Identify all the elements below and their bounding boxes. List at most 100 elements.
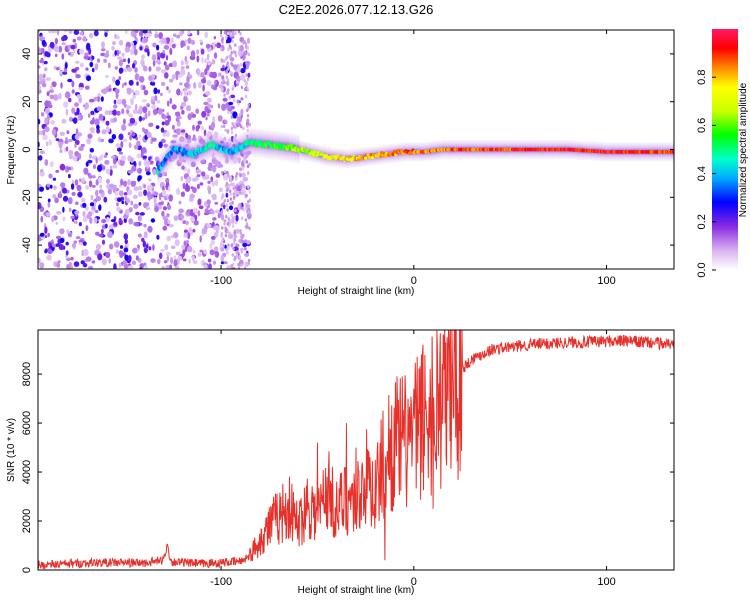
noise-blob xyxy=(38,130,43,135)
noise-blob xyxy=(47,202,51,208)
noise-blob xyxy=(77,114,81,121)
noise-blob xyxy=(166,38,170,45)
noise-blob xyxy=(229,70,232,75)
noise-blob xyxy=(151,54,157,61)
noise-blob xyxy=(133,203,139,209)
noise-blob xyxy=(58,92,62,100)
noise-blob xyxy=(116,56,123,60)
noise-blob xyxy=(143,262,147,267)
noise-blob xyxy=(91,117,95,125)
noise-blob xyxy=(97,93,101,97)
noise-blob xyxy=(207,165,213,171)
noise-blob xyxy=(247,103,250,108)
noise-blob xyxy=(134,67,138,73)
noise-blob xyxy=(230,243,234,248)
noise-blob xyxy=(180,66,185,70)
noise-blob xyxy=(197,120,202,125)
noise-blob xyxy=(113,99,117,105)
noise-blob xyxy=(223,30,227,35)
noise-blob xyxy=(202,84,205,92)
noise-blob xyxy=(210,235,216,240)
noise-blob xyxy=(243,175,246,179)
noise-blob xyxy=(200,71,205,78)
noise-blob xyxy=(226,208,229,212)
noise-blob xyxy=(54,30,58,34)
noise-blob xyxy=(141,60,145,68)
noise-blob xyxy=(233,188,237,193)
noise-blob xyxy=(71,191,76,196)
noise-blob xyxy=(225,192,229,198)
noise-blob xyxy=(204,91,211,96)
noise-blob xyxy=(104,31,108,38)
noise-blob xyxy=(81,197,86,203)
noise-blob xyxy=(143,247,148,254)
noise-blob xyxy=(160,127,165,133)
noise-blob xyxy=(138,105,143,111)
noise-blob xyxy=(143,231,148,239)
noise-blob xyxy=(237,262,240,267)
noise-blob xyxy=(240,263,243,268)
noise-blob xyxy=(124,82,127,86)
noise-blob xyxy=(207,60,211,66)
noise-blob xyxy=(206,109,212,114)
noise-blob xyxy=(243,40,246,44)
noise-blob xyxy=(48,173,53,179)
noise-blob xyxy=(121,124,127,131)
noise-blob xyxy=(167,219,171,225)
noise-blob xyxy=(70,215,75,219)
noise-blob xyxy=(158,252,163,260)
noise-blob xyxy=(196,49,200,55)
snr-ytick-label: 2000 xyxy=(21,509,33,533)
noise-blob xyxy=(248,162,251,167)
noise-blob xyxy=(45,212,51,217)
noise-blob xyxy=(79,48,85,55)
noise-blob xyxy=(74,143,77,148)
noise-blob xyxy=(61,53,65,60)
noise-blob xyxy=(162,215,168,220)
noise-blob xyxy=(55,243,60,247)
noise-blob xyxy=(247,106,250,111)
noise-blob xyxy=(242,242,248,248)
noise-blob xyxy=(98,204,102,211)
noise-blob xyxy=(146,161,151,166)
noise-blob xyxy=(197,81,202,89)
noise-blob xyxy=(146,103,150,108)
noise-blob xyxy=(79,178,82,182)
noise-blob xyxy=(152,60,156,67)
noise-blob xyxy=(148,246,152,251)
noise-blob xyxy=(92,164,97,170)
noise-blob xyxy=(186,76,190,83)
noise-blob xyxy=(220,58,223,62)
noise-blob xyxy=(53,94,59,101)
noise-blob xyxy=(187,168,191,175)
noise-blob xyxy=(165,178,170,183)
noise-blob xyxy=(221,193,224,197)
colorbar-ticks: 0.0 0.2 0.4 0.6 0.8 xyxy=(696,70,716,278)
noise-blob xyxy=(139,46,143,51)
noise-blob xyxy=(93,217,98,224)
noise-blob xyxy=(234,234,238,239)
noise-blob xyxy=(201,110,207,118)
noise-blob xyxy=(211,58,216,65)
noise-blob xyxy=(46,51,51,58)
noise-blob xyxy=(51,128,57,136)
noise-blob xyxy=(166,194,169,199)
noise-blob xyxy=(233,98,236,103)
noise-blob xyxy=(112,41,116,46)
noise-blob xyxy=(154,88,158,94)
noise-blob xyxy=(147,225,153,233)
noise-blob xyxy=(82,202,87,208)
noise-blob xyxy=(222,124,226,129)
noise-blob xyxy=(141,99,147,103)
noise-blob xyxy=(228,101,234,106)
noise-blob xyxy=(161,190,167,197)
noise-blob xyxy=(132,109,138,114)
noise-blob xyxy=(229,189,232,193)
noise-blob xyxy=(123,67,128,73)
noise-blob xyxy=(141,147,147,153)
noise-blob xyxy=(143,223,147,228)
noise-blob xyxy=(226,251,229,255)
noise-blob xyxy=(247,185,250,190)
noise-blob xyxy=(182,258,187,262)
